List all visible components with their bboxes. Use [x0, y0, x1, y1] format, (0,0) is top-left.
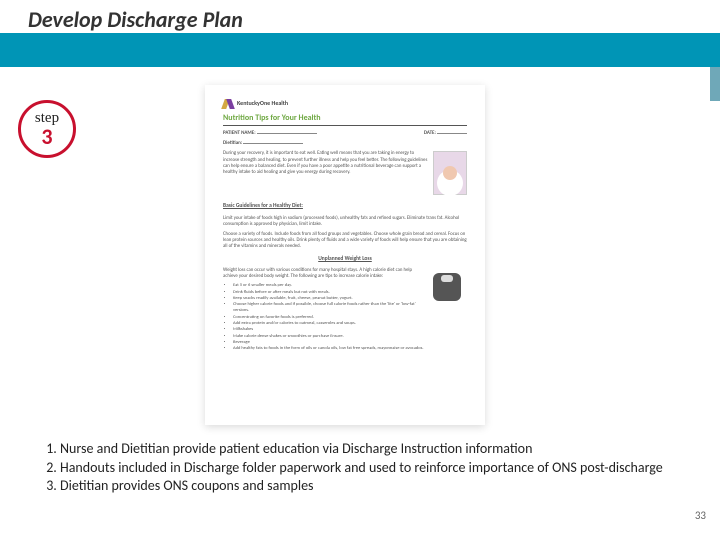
handout-subhead-2: Unplanned Weight Loss [223, 256, 467, 263]
field-date-label: DATE: [424, 130, 436, 136]
point-1: Nurse and Dietitian provide patient educ… [60, 440, 680, 458]
handout-para-1: Limit your intake of foods high in sodiu… [223, 215, 467, 227]
handout-bullet: Beverage [233, 340, 467, 346]
page-number: 33 [695, 509, 706, 522]
handout-brand: KentuckyOne Health [237, 100, 288, 108]
nurse-photo-icon [433, 151, 467, 195]
handout-bullet: Add healthy fats to foods in the form of… [233, 346, 467, 352]
handout-field-row: PATIENT NAME: DATE: [223, 130, 467, 137]
field-dietitian-label: Dietitian: [223, 140, 242, 146]
step-badge: step 3 [18, 100, 76, 158]
handout-subhead-1: Basic Guidelines for a Healthy Diet: [223, 203, 467, 210]
handout-bullet: Add extra protein and/or calories to oat… [233, 321, 467, 327]
field-patient-label: PATIENT NAME: [223, 130, 256, 136]
title-bar [0, 33, 720, 67]
handout-bullet: Milkshakes [233, 327, 467, 333]
handout-para-2: Choose a variety of foods. Include foods… [223, 231, 467, 250]
point-3: Dietitian provides ONS coupons and sampl… [60, 477, 680, 495]
handout-heading: Nutrition Tips for Your Health [223, 113, 467, 126]
handout-bullet: Make calorie dense shakes or smoothies o… [233, 334, 467, 340]
page-title: Develop Discharge Plan [28, 6, 243, 33]
slide-points: Nurse and Dietitian provide patient educ… [32, 440, 680, 496]
title-accent [710, 67, 720, 101]
handout-thumbnail: KentuckyOne Health Nutrition Tips for Yo… [205, 85, 485, 425]
handout-bullet: Concentrating on favorite foods is prefe… [233, 315, 467, 321]
point-2: Handouts included in Discharge folder pa… [60, 459, 680, 477]
scale-photo-icon [427, 265, 467, 309]
step-number: 3 [41, 126, 52, 148]
handout-logo: KentuckyOne Health [223, 99, 467, 109]
logo-mark-icon [223, 99, 233, 109]
handout-field-row-2: Dietitian: [223, 140, 467, 147]
handout-intro: During your recovery, it is important to… [223, 150, 467, 175]
